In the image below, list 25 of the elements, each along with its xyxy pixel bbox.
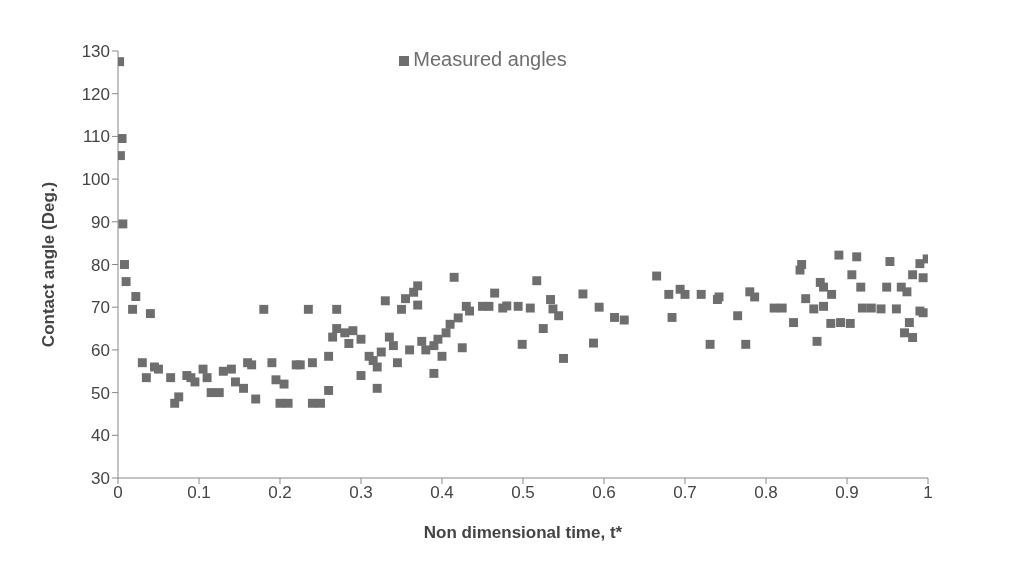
y-tick-label: 130	[81, 42, 110, 62]
y-tick-label: 90	[91, 212, 110, 232]
y-tick-label: 110	[82, 127, 110, 147]
x-tick-label: 0.5	[511, 483, 535, 503]
y-tick-label: 60	[91, 340, 110, 360]
y-tick-label: 40	[91, 426, 110, 446]
x-axis-title: Non dimensional time, t*	[423, 523, 623, 542]
x-tick-label: 0.3	[349, 483, 373, 503]
y-tick-label: 100	[81, 170, 110, 190]
x-tick-label: 0.9	[835, 483, 859, 503]
x-tick-label: 0.6	[592, 483, 616, 503]
x-tick-label: 0	[113, 483, 123, 503]
x-tick-label: 0.1	[187, 483, 211, 503]
y-tick-label: 120	[81, 84, 110, 104]
y-tick-label: 70	[91, 298, 110, 318]
x-tick-label: 0.4	[430, 483, 454, 503]
y-tick-label: 50	[91, 383, 110, 403]
legend-label: Measured angles	[413, 48, 567, 70]
x-tick-label: 1	[923, 483, 933, 503]
y-axis-title: Contact angle (Deg.)	[39, 181, 59, 348]
x-tick-label: 0.7	[673, 483, 697, 503]
x-tick-label: 0.8	[754, 483, 778, 503]
x-tick-label: 0.2	[268, 483, 292, 503]
y-tick-label: 80	[91, 255, 110, 275]
y-tick-label: 30	[91, 469, 110, 489]
